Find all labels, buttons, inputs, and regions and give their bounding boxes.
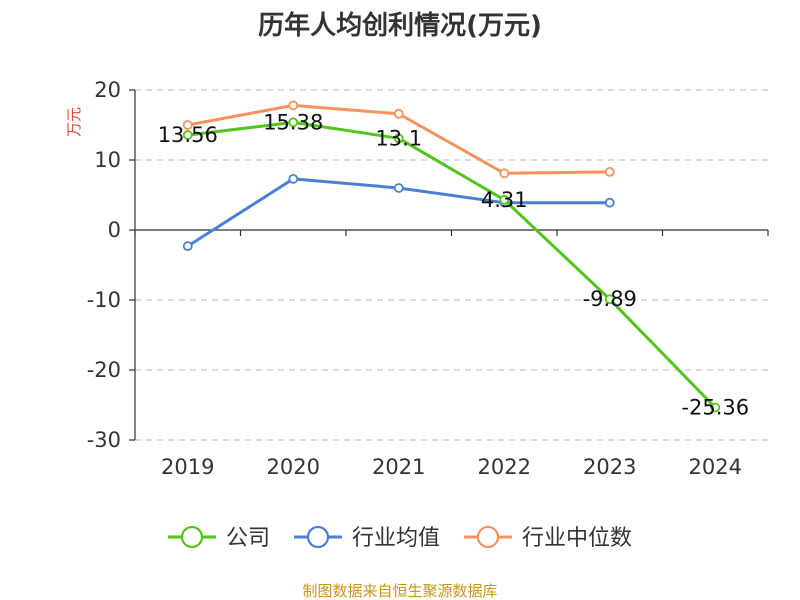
- x-tick-label: 2022: [478, 455, 531, 479]
- data-point: [499, 194, 510, 205]
- y-tick-label: 10: [94, 148, 121, 172]
- data-label: -9.89: [583, 287, 637, 311]
- data-label: 13.1: [375, 126, 422, 150]
- y-tick-label: 0: [108, 218, 121, 242]
- y-tick-label: 20: [94, 78, 121, 102]
- data-point: [393, 133, 404, 144]
- data-label: 13.56: [158, 123, 218, 147]
- x-tick-label: 2021: [372, 455, 425, 479]
- legend-marker: [180, 525, 204, 549]
- legend-item[interactable]: 行业均值: [293, 525, 440, 551]
- legend-label: 公司: [226, 526, 270, 551]
- x-tick-label: 2024: [689, 455, 742, 479]
- series-line-0: [187, 120, 717, 409]
- data-label-layer: 13.56 15.38 13.1 4.31 -9.89 -25.36: [158, 110, 749, 419]
- axis-layer: 20 10 0 -10 -20 -30 2019 2020 2021 2022 2023 2024: [87, 78, 769, 479]
- legend[interactable]: 公司 行业均值 行业中位数: [167, 525, 632, 551]
- source-note: 制图数据来自恒生聚源数据库: [302, 582, 497, 600]
- legend-label: 行业均值: [352, 526, 440, 551]
- y-tick-label: -30: [87, 428, 121, 452]
- data-point: [288, 117, 299, 128]
- data-label: 15.38: [263, 110, 323, 134]
- data-point: [393, 108, 404, 119]
- data-label: -25.36: [681, 396, 749, 420]
- legend-item[interactable]: 公司: [167, 525, 270, 551]
- x-tick-label: 2020: [267, 455, 320, 479]
- data-label: 4.31: [481, 188, 528, 212]
- data-point: [604, 294, 615, 305]
- legend-marker: [306, 525, 330, 549]
- legend-marker: [476, 525, 500, 549]
- x-tick-label: 2019: [161, 455, 214, 479]
- y-tick-label: -10: [87, 288, 121, 312]
- data-point: [604, 197, 615, 208]
- data-point: [393, 183, 404, 193]
- data-point: [288, 173, 299, 184]
- x-tick-label: 2023: [583, 455, 636, 479]
- data-point: [182, 241, 193, 252]
- data-point: [710, 402, 721, 413]
- data-point: [288, 100, 299, 111]
- legend-label: 行业中位数: [522, 526, 632, 551]
- data-point: [182, 120, 193, 130]
- data-point: [499, 168, 510, 179]
- data-point: [604, 166, 615, 177]
- y-tick-label: -20: [87, 358, 121, 382]
- series-layer: [182, 100, 721, 413]
- legend-item[interactable]: 行业中位数: [464, 525, 632, 551]
- chart-title: 历年人均创利情况(万元): [258, 10, 542, 41]
- y-axis-label: 万元: [65, 107, 83, 137]
- data-point: [182, 130, 193, 140]
